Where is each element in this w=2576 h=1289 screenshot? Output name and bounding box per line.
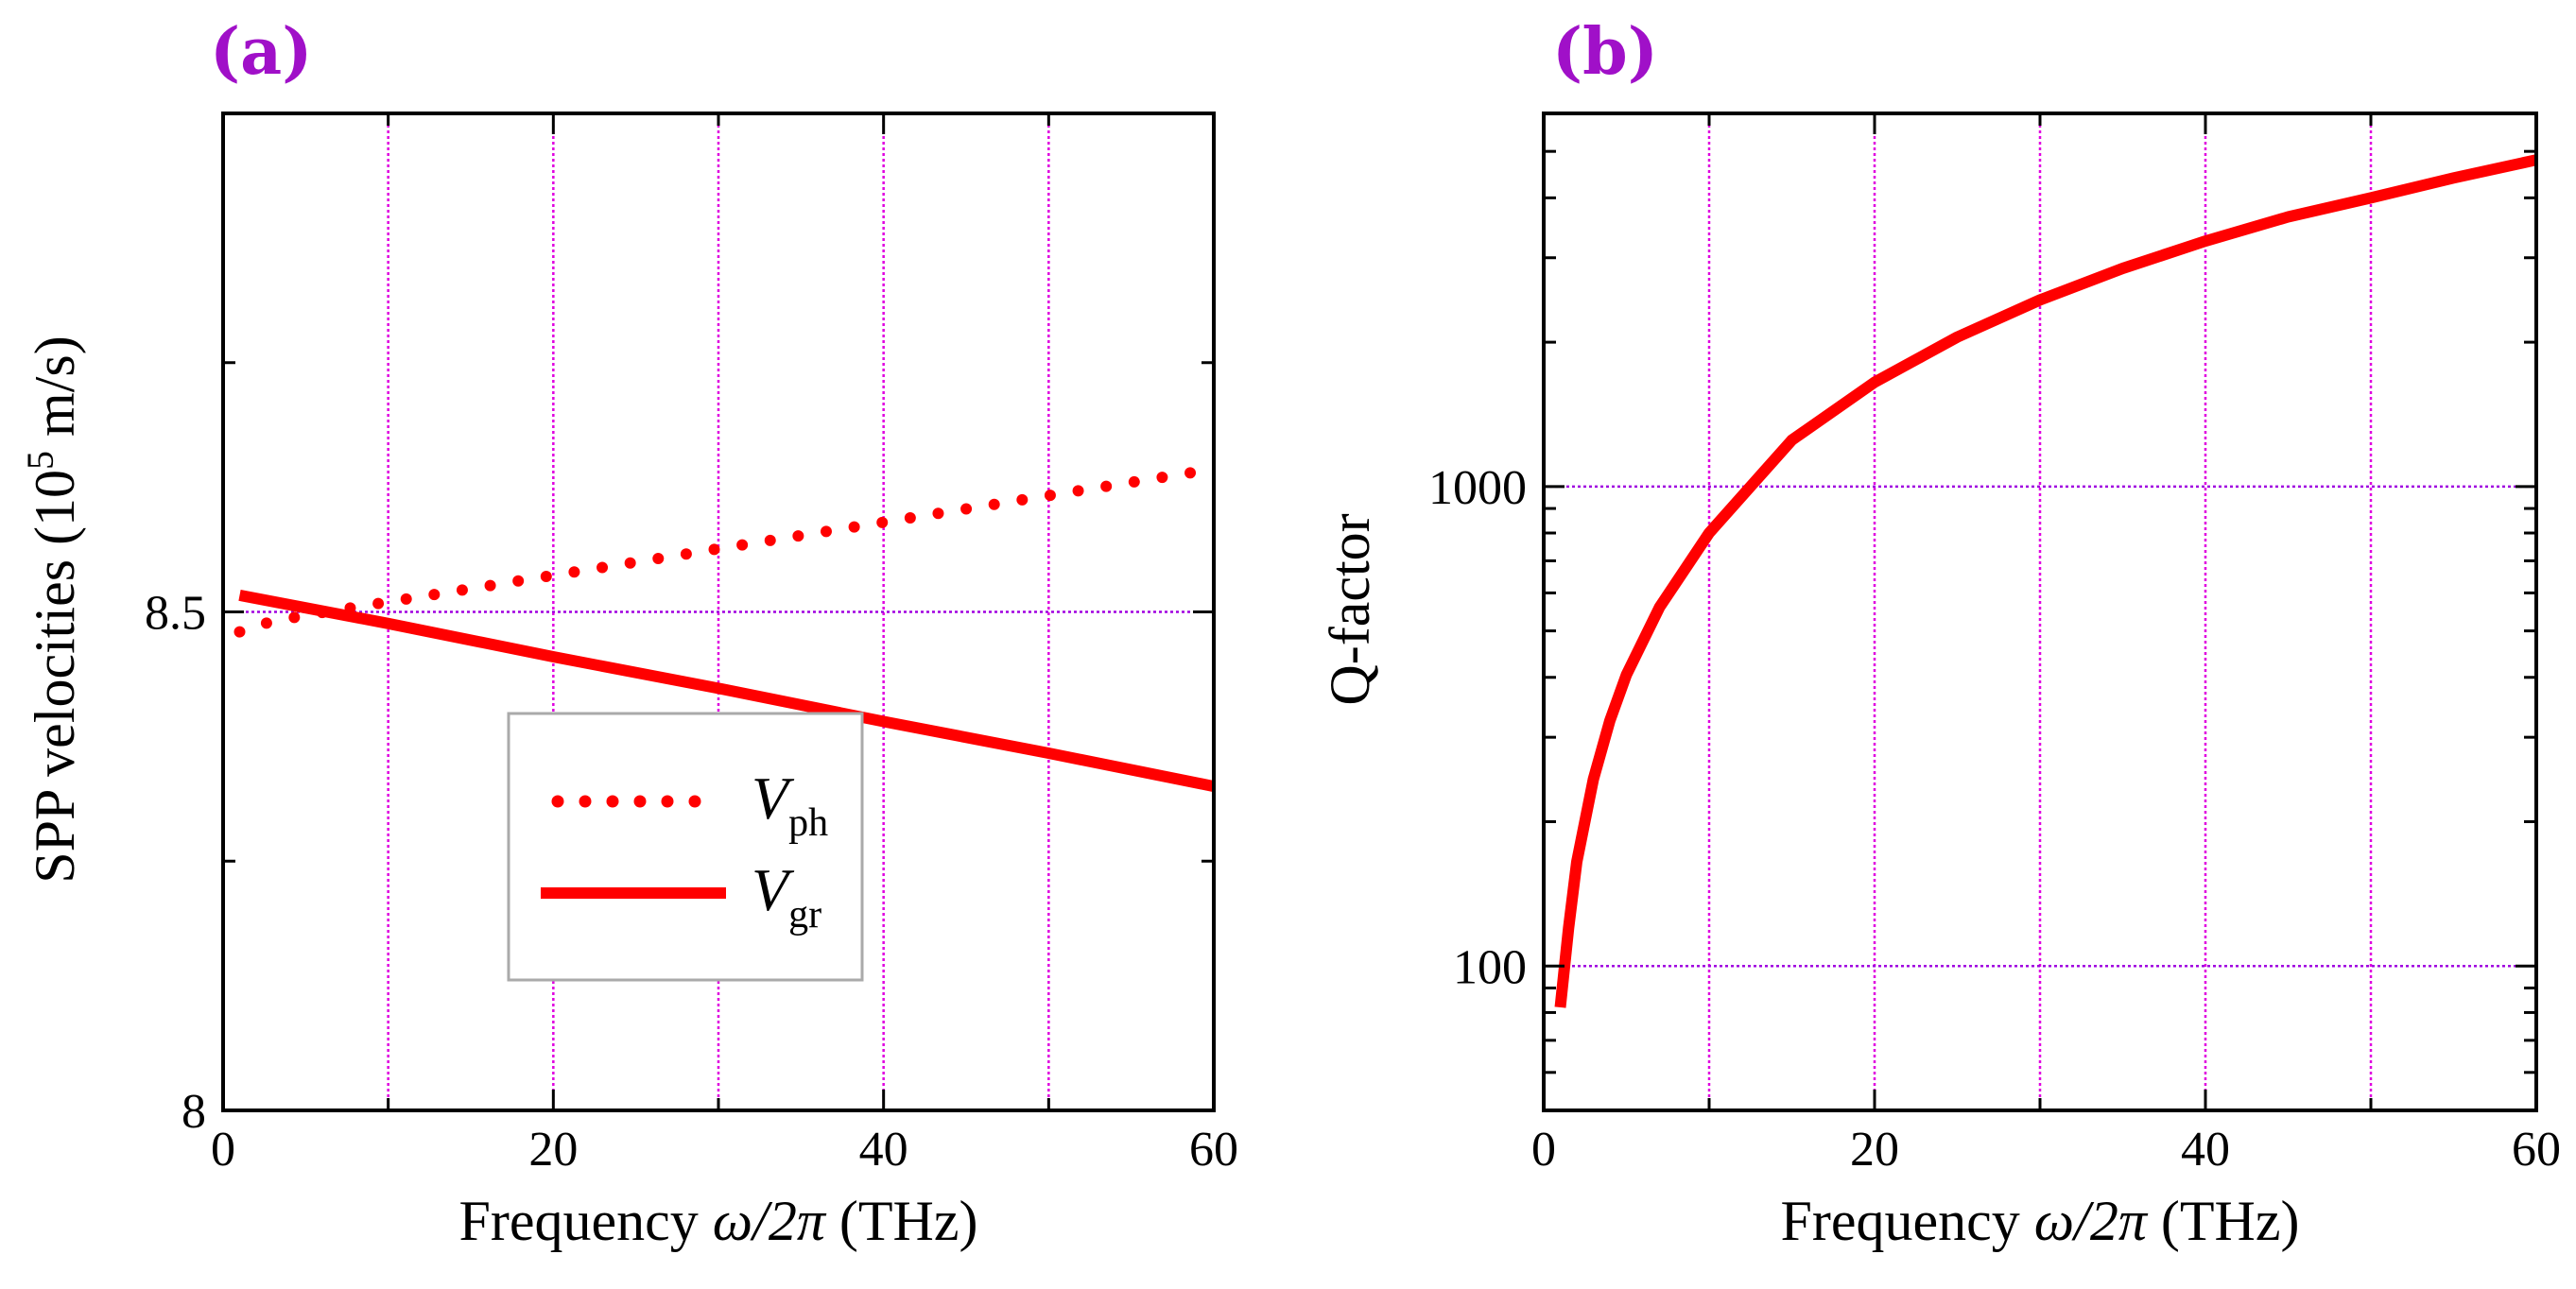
panel-a-xlabel-symbol: ω/2π <box>713 1190 827 1252</box>
panel-b-x-tick-labels: 0 20 40 60 <box>1531 1123 2561 1177</box>
panel-a: (a) 0 20 40 60 88.5 Frequency ω/2π (THz) SP… <box>19 14 1238 1252</box>
x-tick-label: 0 <box>1531 1123 1556 1177</box>
legend-box <box>507 712 864 982</box>
panel-b-gridlines <box>1544 113 2536 1110</box>
panel-b-y-tick-labels: 100 1000 <box>1428 461 1527 994</box>
panel-a-x-tick-labels: 0 20 40 60 <box>211 1123 1238 1177</box>
series-line-v-gr <box>238 590 1216 792</box>
panel-a-y-axis-title: SPP velocities (105 m/s) <box>19 335 86 883</box>
panel-b-label: (b) <box>1552 14 1658 90</box>
series-line-v-ph <box>233 463 1219 638</box>
panel-b-series <box>1554 154 2538 1008</box>
panel-b-x-axis-title: Frequency ω/2π (THz) <box>1781 1190 2300 1252</box>
y-tick-label: 8 <box>182 1085 206 1139</box>
x-tick-label: 60 <box>1189 1123 1238 1177</box>
panel-a-ylabel-suffix: m/s) <box>24 335 86 451</box>
x-tick-label: 60 <box>2512 1123 2561 1177</box>
panel-a-xlabel-suffix: (THz) <box>825 1190 978 1252</box>
x-tick-label: 20 <box>1850 1123 1899 1177</box>
y-tick-label: 8.5 <box>145 587 206 641</box>
x-tick-label: 40 <box>2181 1123 2230 1177</box>
x-tick-label: 40 <box>859 1123 908 1177</box>
panel-b: (b) 0 20 40 60 100 1000 Frequency ω/2π (THz)… <box>1319 14 2561 1252</box>
panel-a-xlabel-prefix: Frequency <box>459 1190 713 1252</box>
panel-a-label: (a) <box>210 14 312 90</box>
panel-a-ylabel-exp: 5 <box>19 451 61 470</box>
y-tick-label: 1000 <box>1428 461 1527 515</box>
x-tick-label: 20 <box>528 1123 578 1177</box>
legend-vph-label: Vph <box>752 765 828 845</box>
panel-b-xlabel-symbol: ω/2π <box>2034 1190 2149 1252</box>
panel-a-series <box>233 463 1219 792</box>
panel-a-ticks <box>221 113 1216 1112</box>
panel-b-ticks <box>1542 113 2538 1112</box>
series-line-q-factor <box>1554 154 2538 1008</box>
panel-a-ylabel-prefix: SPP velocities (10 <box>24 470 86 884</box>
panel-b-xlabel-suffix: (THz) <box>2147 1190 2300 1252</box>
legend-vgr-subscript: gr <box>788 893 821 937</box>
panel-a-legend: Vph Vgr <box>507 712 864 982</box>
panel-b-xlabel-prefix: Frequency <box>1781 1190 2034 1252</box>
legend-vgr-label: Vgr <box>752 856 821 937</box>
x-tick-label: 0 <box>211 1123 235 1177</box>
panel-a-y-tick-labels: 88.5 <box>145 587 206 1140</box>
panel-b-y-axis-title: Q-factor <box>1319 513 1381 705</box>
legend-vgr-symbol: V <box>752 856 795 923</box>
legend-vph-subscript: ph <box>788 801 828 845</box>
legend-vph-symbol: V <box>752 765 795 832</box>
y-tick-label: 100 <box>1453 940 1527 994</box>
panel-a-gridlines <box>223 113 1214 1110</box>
panel-a-x-axis-title: Frequency ω/2π (THz) <box>459 1190 978 1252</box>
